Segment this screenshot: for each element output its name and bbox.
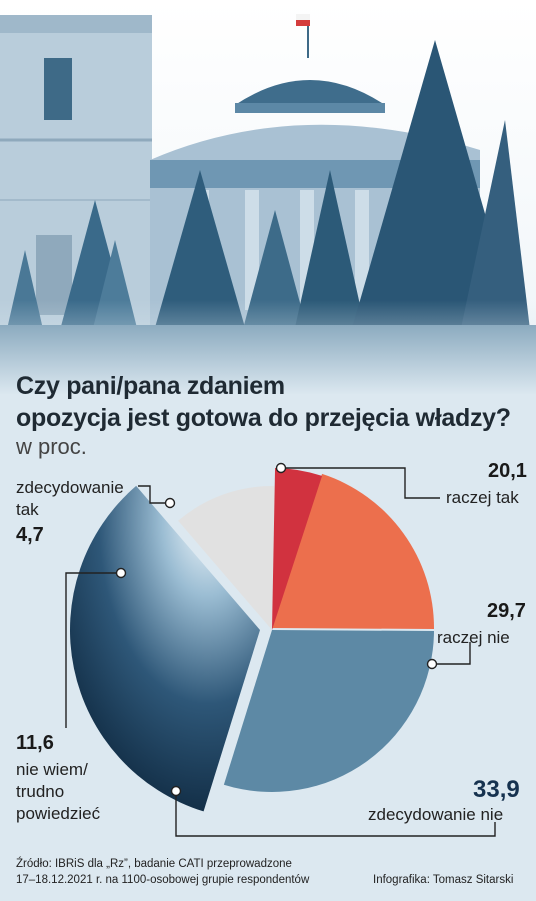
raczej-nie-label: raczej nie xyxy=(437,628,510,647)
leader-line-nie-wiem xyxy=(65,572,121,728)
pie-slice-raczej-nie xyxy=(223,630,434,792)
nie-wiem-label-line-2: trudno xyxy=(16,782,65,801)
raczej-nie-value: 29,7 xyxy=(487,600,526,622)
leader-line-raczej-nie xyxy=(432,642,471,665)
raczej-tak-label: raczej tak xyxy=(446,488,519,507)
leader-line-zdecydowanie-tak xyxy=(138,485,170,504)
pie-slice-nie-wiem xyxy=(178,486,275,630)
leader-dot-raczej-tak xyxy=(275,462,287,474)
leader-dot-zdecydowanie-nie xyxy=(170,785,182,797)
leader-line-zdecydowanie-nie xyxy=(175,791,496,837)
source-line-2: 17–18.12.2021 r. na 1100-osobowej grupie… xyxy=(16,874,310,886)
leader-line-raczej-tak xyxy=(281,467,440,499)
unit-label: w proc. xyxy=(16,434,87,459)
chart-title-line-2: opozycja jest gotowa do przejęcia władzy… xyxy=(16,404,511,432)
leader-dot-zdecydowanie-tak xyxy=(164,497,176,509)
nie-wiem-label-line-3: powiedzieć xyxy=(16,804,101,823)
chart-title-line-1: Czy pani/pana zdaniem xyxy=(16,372,285,400)
zdecydowanie-tak-label-line-1: zdecydowanie xyxy=(16,478,124,497)
zdecydowanie-tak-label-line-2: tak xyxy=(16,500,39,519)
nie-wiem-label-line-1: nie wiem/ xyxy=(16,760,88,779)
leader-dot-nie-wiem xyxy=(115,567,127,579)
nie-wiem-value: 11,6 xyxy=(16,732,54,754)
raczej-tak-value: 20,1 xyxy=(488,460,527,482)
leader-dot-raczej-nie xyxy=(426,658,438,670)
pie-slice-zdecydowanie-tak xyxy=(272,468,323,630)
pie-slice-raczej-tak xyxy=(272,473,434,630)
zdecydowanie-nie-label: zdecydowanie nie xyxy=(368,805,504,824)
pie-slice-zdecydowanie-nie xyxy=(70,485,261,812)
sejm-building-photo xyxy=(0,0,536,395)
zdecydowanie-tak-value: 4,7 xyxy=(16,524,44,546)
source-line-1: Źródło: IBRiS dla „Rz”, badanie CATI prz… xyxy=(16,858,292,870)
infographic-credit: Infografika: Tomasz Sitarski xyxy=(373,874,514,886)
zdecydowanie-nie-value: 33,9 xyxy=(473,776,520,803)
